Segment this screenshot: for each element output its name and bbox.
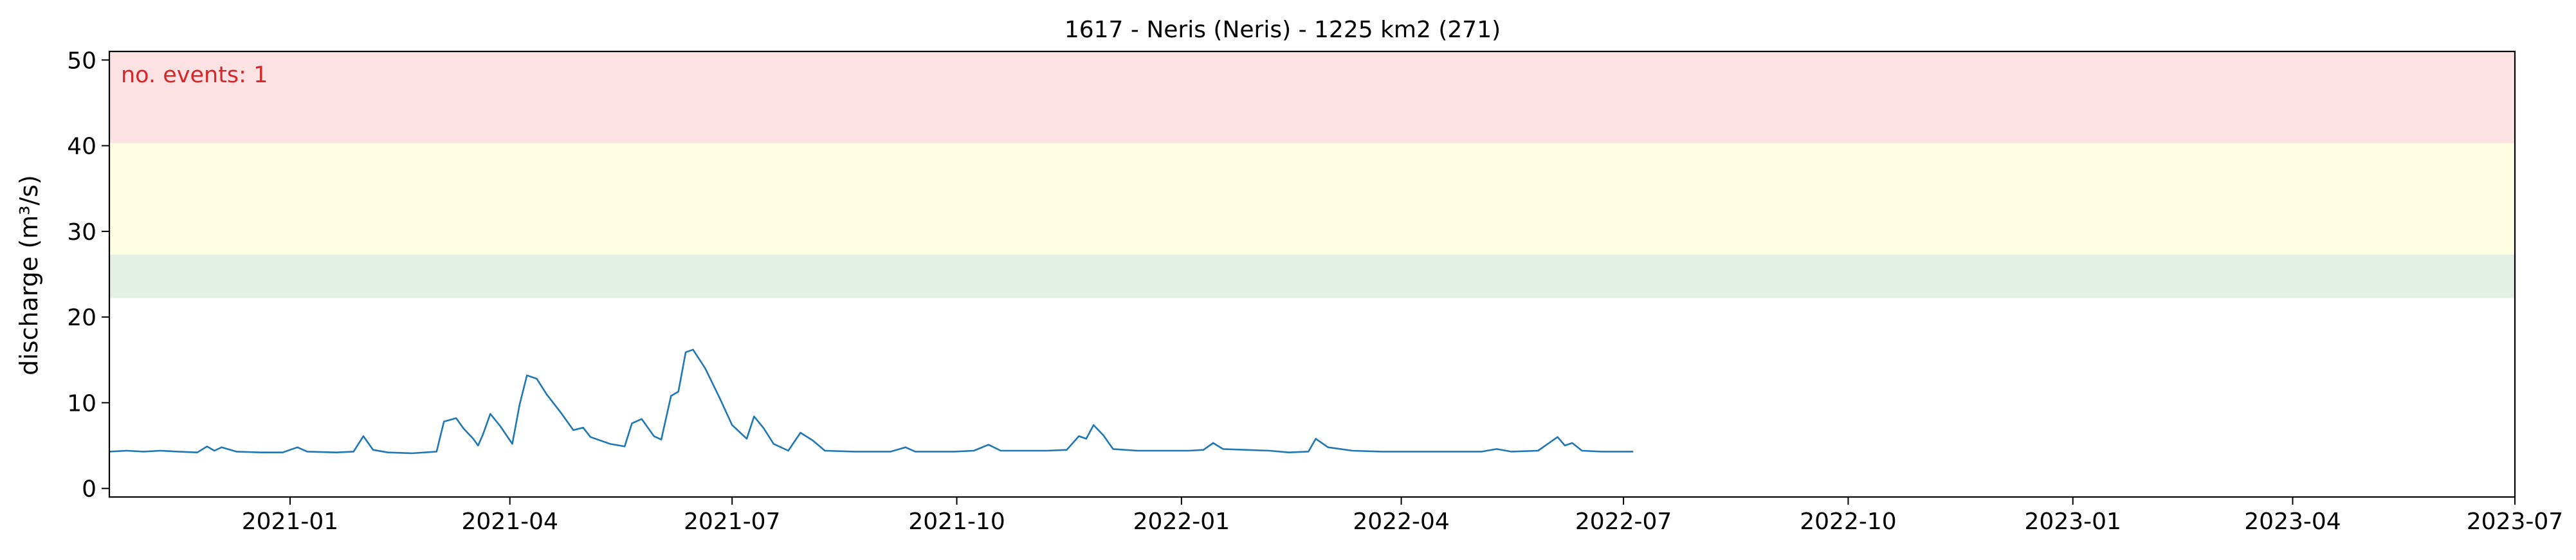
plot-frame [108, 50, 2516, 498]
x-tick-label: 2021-10 [908, 509, 1005, 535]
events-annotation: no. events: 1 [121, 62, 268, 88]
chart-title: 1617 - Neris (Neris) - 1225 km2 (271) [1064, 17, 1501, 43]
x-axis: 2021-01 2021-04 2021-07 2021-10 2022-01 2022-… [242, 497, 2563, 535]
x-tick-label: 2022-04 [1353, 509, 1449, 535]
threshold-band-1 [109, 254, 2515, 298]
y-tick-label: 30 [67, 219, 96, 246]
x-tick-label: 2022-10 [1800, 509, 1896, 535]
x-tick-label: 2022-01 [1133, 509, 1230, 535]
x-tick-label: 2022-07 [1575, 509, 1672, 535]
y-axis-label: discharge (m³/s) [15, 175, 43, 375]
threshold-band-2 [109, 143, 2515, 255]
threshold-bands [109, 51, 2515, 298]
x-tick-label: 2023-01 [2025, 509, 2121, 535]
y-tick-label: 0 [82, 476, 96, 503]
y-tick-label: 40 [67, 134, 96, 160]
x-tick-label: 2021-07 [684, 509, 780, 535]
x-tick-label: 2021-04 [461, 509, 558, 535]
y-tick-label: 50 [67, 48, 96, 74]
x-tick-label: 2023-04 [2244, 509, 2341, 535]
x-tick-label: 2023-07 [2467, 509, 2563, 535]
y-tick-label: 10 [67, 390, 96, 417]
discharge-series [109, 348, 1634, 455]
threshold-band-3 [109, 51, 2515, 143]
series-line-1 [109, 348, 1634, 455]
x-tick-label: 2021-01 [242, 509, 338, 535]
y-axis: 0 10 20 30 40 50 [67, 48, 109, 503]
y-tick-label: 20 [67, 305, 96, 331]
